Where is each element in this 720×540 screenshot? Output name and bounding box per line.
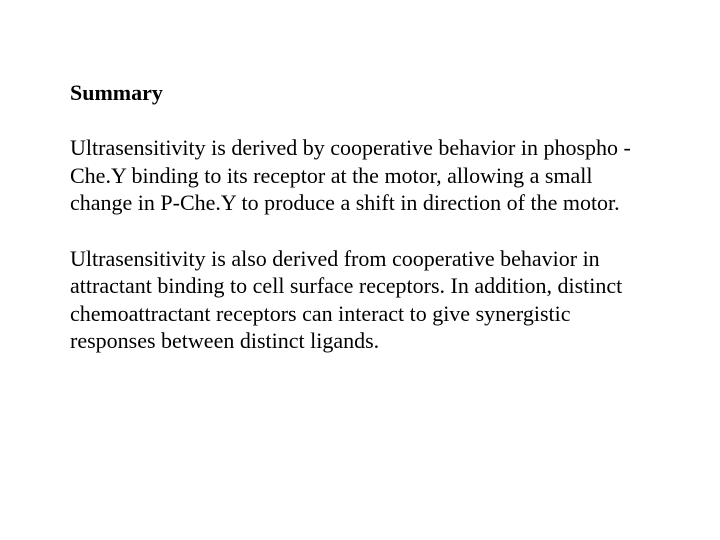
summary-paragraph-2: Ultrasensitivity is also derived from co… [70,245,650,355]
summary-paragraph-1: Ultrasensitivity is derived by cooperati… [70,134,650,217]
slide-page: Summary Ultrasensitivity is derived by c… [0,0,720,355]
summary-heading: Summary [70,80,650,106]
